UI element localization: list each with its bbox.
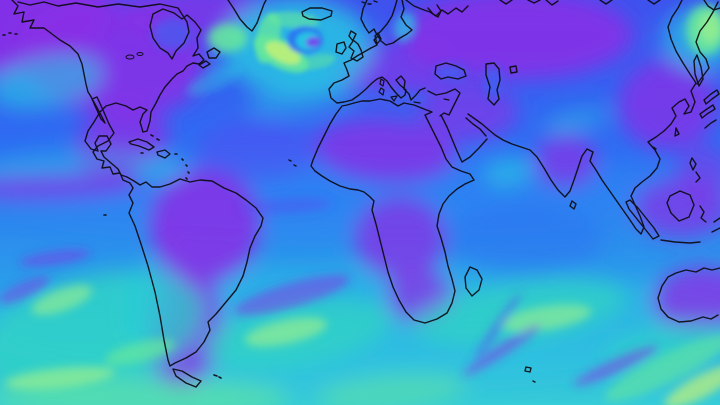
taiwan-coast xyxy=(674,127,680,137)
asia-south-east-coast xyxy=(467,0,697,235)
denmark-coast xyxy=(374,32,382,45)
mediterranean-islands xyxy=(378,78,450,104)
sulawesi-coast xyxy=(699,205,707,223)
field-atl-violet xyxy=(196,120,320,180)
great-lake xyxy=(136,52,144,56)
north-south-america-coast xyxy=(11,0,264,367)
hispaniola-coast xyxy=(156,149,171,159)
field-sepac-lime1 xyxy=(31,284,93,316)
field-sahara-purple xyxy=(313,117,457,183)
field-bottom-center-green xyxy=(317,373,467,405)
philippines-islands xyxy=(689,157,701,183)
nova-scotia-coast xyxy=(198,60,211,69)
field-carib-cyan xyxy=(130,155,186,181)
field-corner-lime xyxy=(664,364,720,405)
field-spac-purple-wisp2 xyxy=(0,276,50,304)
field-eqpac-cyan xyxy=(0,149,145,177)
field-peru-cyan xyxy=(123,256,177,348)
field-hudson-blue xyxy=(152,18,192,50)
newfoundland-coast xyxy=(206,47,221,59)
caspian-sea-coast xyxy=(485,62,501,106)
wind-field-streak-layer xyxy=(0,5,720,405)
field-madagascar-filament xyxy=(474,293,522,359)
tierra-del-fuego-coast xyxy=(172,368,202,388)
field-india-purple xyxy=(534,133,598,187)
field-cyclone-crescent-lime xyxy=(265,41,301,65)
field-congo-purple xyxy=(354,196,446,280)
field-gulfstream-cyan xyxy=(186,64,242,96)
field-cyclone-eye xyxy=(306,36,320,48)
field-blacksea-blue xyxy=(434,65,466,79)
hainan-coast xyxy=(652,146,657,150)
field-satl-lime xyxy=(244,317,328,347)
cyclone-vortex xyxy=(253,11,336,73)
field-russia-purple xyxy=(397,0,633,80)
field-npac-cyan xyxy=(0,53,103,111)
field-satl-purple-filament xyxy=(234,274,350,316)
great-britain-coast xyxy=(348,30,364,62)
field-tibet-cyan xyxy=(543,108,609,132)
field-eqatl-violet-wisp xyxy=(239,197,331,215)
anatolia-levant-coast xyxy=(427,88,461,117)
field-newfoundland-green xyxy=(208,24,248,52)
field-sindian-lime xyxy=(500,304,592,332)
siberia-arctic-coast xyxy=(405,0,661,18)
great-lake xyxy=(125,54,135,60)
black-sea-coast xyxy=(434,62,467,80)
field-mideast-purple xyxy=(418,82,518,142)
field-baltic-cyan xyxy=(393,12,417,42)
field-sio-purple-filament1 xyxy=(573,346,659,386)
field-eqpac-purple-band xyxy=(0,172,144,200)
aral-sea-coast xyxy=(509,65,518,74)
field-eastasia-purple xyxy=(618,59,718,151)
field-azores-cyan xyxy=(247,76,357,116)
sumatra-coast xyxy=(625,199,660,240)
field-sio-purple-filament2 xyxy=(463,324,541,376)
field-samerica-purple xyxy=(149,167,261,283)
borneo-coast xyxy=(666,190,695,222)
cuba-coast xyxy=(128,138,155,151)
field-arabian-cyan xyxy=(483,156,533,188)
japan-islands xyxy=(699,89,720,129)
atlantic-islands xyxy=(288,159,297,167)
svalbard-islands xyxy=(361,0,378,5)
okhotsk-east-coast xyxy=(695,1,719,85)
java-coast xyxy=(660,239,701,244)
field-philsea-purple xyxy=(676,146,720,198)
new-guinea-edge xyxy=(711,217,720,233)
field-australia-purple xyxy=(652,265,720,331)
field-se-corner-streak xyxy=(604,334,720,402)
small-islands-west xyxy=(2,32,222,379)
field-cyclone-arm-e xyxy=(296,53,336,71)
west-europe-mediterranean-coast xyxy=(328,47,426,104)
ireland-coast xyxy=(335,41,347,55)
field-topright-lime xyxy=(699,13,720,43)
field-sepac-green3 xyxy=(104,338,176,366)
field-cyclone-arm-n xyxy=(267,11,319,29)
australia-coast xyxy=(657,267,720,323)
iceland-coast xyxy=(301,7,333,21)
field-indian-blue xyxy=(444,202,604,278)
arabia-coast xyxy=(440,114,488,163)
kerguelen-islands xyxy=(524,366,536,383)
madagascar-coast xyxy=(464,266,483,297)
finland-baltic-coast xyxy=(370,0,413,49)
field-sepac-lime2 xyxy=(5,366,115,390)
africa-coast xyxy=(310,98,475,324)
coastlines-layer xyxy=(2,0,720,388)
scandinavia-coast xyxy=(360,0,398,36)
persian-gulf-coast xyxy=(465,117,487,137)
sri-lanka-coast xyxy=(569,200,577,210)
chukotka-coast xyxy=(703,0,720,11)
sakhalin-coast xyxy=(693,54,704,87)
greenland-coast xyxy=(227,0,267,32)
field-spac-purple-wisp1 xyxy=(19,249,91,267)
